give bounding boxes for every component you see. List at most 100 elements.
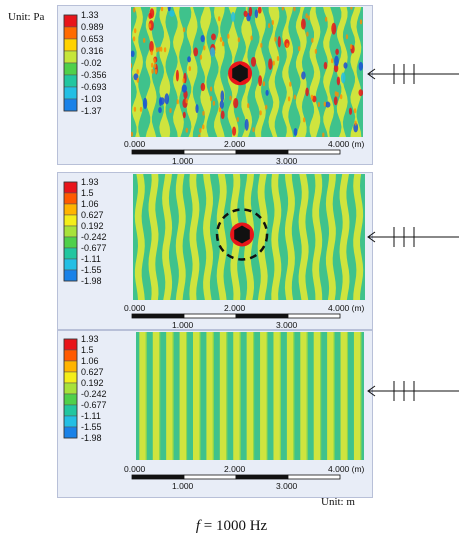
scale-segment (287, 474, 341, 480)
legend-value: 1.93 (81, 335, 99, 344)
field-extremum (211, 33, 216, 41)
legend-value: -1.55 (81, 422, 102, 432)
scale-tick-label: 3.000 (276, 481, 298, 491)
legend-swatch (63, 26, 78, 40)
wavefront-stripe (216, 174, 227, 300)
frequency-caption: f = 1000 Hz (0, 518, 463, 535)
legend-value: 0.627 (81, 210, 104, 220)
wavefront-stripe (309, 7, 321, 137)
scale-tick-label: 4.000 (m) (328, 464, 365, 474)
field-extremum (181, 84, 187, 93)
wavefront-stripe (327, 332, 334, 460)
wavefront-stripe (175, 174, 186, 300)
scale-tick-label: 1.000 (172, 481, 194, 491)
field-extremum (325, 101, 331, 108)
wavefront-stripe (134, 174, 145, 300)
hexagonal-scatterer (232, 64, 248, 83)
field-extremum (335, 48, 339, 55)
wavefront-stripe (139, 332, 146, 460)
scale-tick-label: 3.000 (276, 320, 298, 330)
wavefront-stripe (203, 174, 213, 300)
legend-value: 1.33 (81, 11, 99, 20)
scale-tick-label: 0.000 (124, 139, 146, 149)
legend-swatch (63, 258, 78, 271)
wavefront-stripe (179, 332, 187, 460)
wavefront-stripe (273, 332, 280, 460)
legend-swatch (63, 181, 78, 194)
field-extremum (333, 96, 338, 106)
wavefront-stripe (145, 7, 157, 137)
legend-swatch (63, 14, 78, 28)
scale-bar-1: 0.000 2.000 4.000 (m) 1.000 3.000 (124, 139, 365, 166)
field-extremum (167, 7, 171, 12)
legend-value: -1.03 (81, 94, 102, 104)
field-extremum (250, 56, 257, 67)
scale-segment (131, 149, 185, 155)
field-extremum (131, 50, 135, 58)
wavefront-stripe (260, 332, 267, 460)
legend-swatch (63, 214, 78, 227)
legend-value: -1.55 (81, 265, 102, 275)
scale-segment (183, 149, 237, 155)
legend-value: 0.653 (81, 34, 104, 44)
legend-value: 1.5 (81, 345, 94, 355)
legend-value: -0.693 (81, 82, 107, 92)
field-extremum (244, 118, 249, 131)
cloak-boundary (215, 208, 269, 261)
wavefront-stripe (312, 174, 323, 300)
wavefront-stripe (340, 332, 347, 460)
incident-wave-arrow-1 (367, 64, 459, 84)
legend-swatch (63, 415, 78, 428)
wavefront-stripe (233, 332, 240, 460)
field-extremum (331, 22, 337, 35)
wavefront-stripe (339, 174, 350, 300)
field-extremum (265, 89, 269, 96)
legend-swatch (63, 360, 78, 373)
wavefront-stripe (353, 174, 364, 300)
wavefront-stripe (148, 174, 159, 300)
field-extremum (220, 90, 225, 103)
field-extremum (343, 62, 348, 69)
wavefront-stripe (162, 174, 173, 300)
legend-swatch (63, 382, 78, 395)
field-extremum (312, 95, 317, 103)
legend-value: -1.98 (81, 276, 102, 286)
field-extremum (219, 100, 224, 109)
field-extremum (233, 97, 239, 109)
field-extremum (336, 76, 341, 86)
legend-value: -1.11 (81, 254, 101, 264)
legend-value: 1.5 (81, 188, 94, 198)
legend-value: -0.242 (81, 389, 107, 399)
legend-value: 0.192 (81, 221, 104, 231)
scale-segment (287, 149, 341, 155)
field-extremum (277, 36, 281, 48)
scale-tick-label: 0.000 (124, 464, 146, 474)
legend-swatch (63, 86, 78, 100)
field-extremum (230, 11, 236, 22)
wavefront-stripe (159, 7, 171, 137)
field-extremum (254, 9, 259, 19)
field-extremum (323, 61, 328, 70)
field-extremum (149, 40, 154, 53)
field-extremum (187, 56, 191, 63)
field-extremum (159, 97, 165, 105)
wavefront-stripe (336, 7, 348, 137)
field-extremum (301, 71, 306, 80)
scale-tick-label: 4.000 (m) (328, 303, 365, 313)
hexagonal-scatterer (234, 225, 250, 244)
wavefront-stripe (268, 7, 280, 137)
field-extremum (258, 75, 263, 87)
legend-swatch (63, 225, 78, 238)
legend-value: -1.11 (81, 411, 101, 421)
legend-value: 0.627 (81, 367, 104, 377)
pressure-field-2 (133, 174, 365, 300)
frequency-symbol: f (195, 518, 200, 534)
legend-value: -0.02 (81, 58, 102, 68)
scale-bar-2: 0.000 2.000 4.000 (m) 1.000 3.000 (124, 303, 365, 330)
scale-tick-label: 2.000 (224, 139, 246, 149)
field-extremum (293, 127, 298, 137)
wavefront-stripe (152, 332, 160, 460)
scale-segment (287, 313, 341, 319)
wavefront-stripe (186, 7, 198, 137)
field-extremum (358, 61, 363, 71)
